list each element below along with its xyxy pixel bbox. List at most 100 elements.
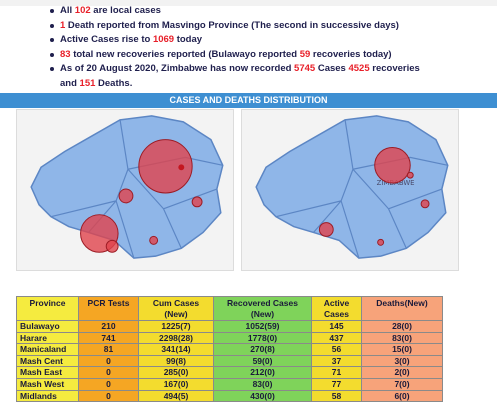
cell-province: Mash East [16,366,79,379]
cell-province: Harare [16,331,79,345]
summary-cases-value: 5745 [294,63,316,74]
bullet-value: 102 [74,5,91,16]
harare-death-bubble [374,147,411,184]
bullet-death-reported: 1 Death reported from Masvingo Province … [50,19,470,34]
summary-text: and [60,77,80,89]
cell-province: Bulawayo [16,320,79,333]
cell-act: 77 [311,377,362,391]
update-bullet-list: All 102 are local cases 1 Death reported… [50,4,470,91]
summary-text: Deaths. [95,77,133,89]
cell-rec: 59(0) [213,354,312,368]
bullet-summary-continued: and 151 Deaths. [50,77,470,92]
harare-point [178,164,185,171]
summary-deaths-value: 151 [79,77,96,89]
provincial-summary-table: Province PCR Tests Cum Cases (New) Recov… [16,296,443,403]
header-active-cases: Active Cases [311,296,362,321]
cell-pcr: 741 [78,331,139,345]
cell-pcr: 0 [78,389,139,403]
bullet-text: total new recoveries reported (Bulawayo … [70,48,300,60]
bullet-value: 59 [299,48,311,60]
cell-deaths: 15(0) [361,343,443,356]
cell-deaths: 3(0) [361,354,443,368]
map-section-band [0,93,497,108]
header-recovered-cases: Recovered Cases (New) [213,296,312,321]
provincial-table-wrap: Province PCR Tests Cum Cases (New) Recov… [16,296,443,403]
province-borders [275,119,448,259]
bullet-value: 83 [60,48,71,60]
cell-province: Mash West [16,377,79,391]
cell-cum: 341(14) [138,343,214,356]
midlands-bubble [118,188,134,204]
table-row: Mash West 0 167(0) 83(0) 77 7(0) [16,377,443,391]
cell-deaths: 28(0) [361,320,443,333]
cell-deaths: 2(0) [361,366,443,379]
bullet-text: recoveries today) [310,48,392,60]
header-province: Province [16,296,79,321]
cell-act: 145 [311,320,362,333]
bullet-local-cases: All 102 are local cases [50,4,470,19]
table-row: Midlands 0 494(5) 430(0) 58 6(0) [16,389,443,403]
cell-rec: 1778(0) [213,331,312,345]
table-header-row: Province PCR Tests Cum Cases (New) Recov… [16,296,443,321]
masvingo-death-bubble [377,238,385,246]
mash-east-death-bubble [406,171,414,179]
cases-map-svg [17,110,233,270]
deaths-map-svg: ZIMBABWE [242,110,458,270]
cell-pcr: 0 [78,366,139,379]
summary-text: Cases [315,63,349,74]
table-row: Bulawayo 210 1225(7) 1052(59) 145 28(0) [16,320,443,333]
bullet-active-cases: Active Cases rise to 1069 today [50,33,470,48]
cell-province: Manicaland [16,343,79,356]
bullet-text: Death reported from Masvingo Province (T… [65,19,399,31]
deaths-map: ZIMBABWE [241,109,459,271]
cell-cum: 285(0) [138,366,214,379]
header-deaths: Deaths(New) [361,296,443,321]
cell-deaths: 6(0) [361,389,443,403]
map-section-title: CASES AND DEATHS DISTRIBUTION [169,95,328,105]
cell-act: 437 [311,331,362,345]
bullet-text: today [174,34,203,45]
harare-bubble [138,139,193,194]
cases-map [16,109,234,271]
cell-deaths: 83(0) [361,331,443,345]
cell-rec: 212(0) [213,366,312,379]
summary-text: recoveries [369,63,420,74]
table-row: Manicaland 81 341(14) 270(8) 56 15(0) [16,343,443,356]
cell-act: 56 [311,343,362,356]
header-cum-cases: Cum Cases (New) [138,296,214,321]
table-row: Mash Cent 0 99(8) 59(0) 37 3(0) [16,354,443,368]
bullet-text: Active Cases rise to [60,34,153,45]
bullet-value: 1069 [152,34,175,45]
cell-cum: 494(5) [138,389,214,403]
table-row: Mash East 0 285(0) 212(0) 71 2(0) [16,366,443,379]
manicaland-bubble [191,196,203,208]
cell-deaths: 7(0) [361,377,443,391]
cell-rec: 1052(59) [213,320,312,333]
cell-cum: 2298(28) [138,331,214,345]
page-top-edge [0,0,497,6]
cell-act: 71 [311,366,362,379]
bullet-value: 1 [60,19,66,31]
mat-south-bubble [105,239,119,253]
cell-pcr: 0 [78,354,139,368]
cell-rec: 430(0) [213,389,312,403]
table-row: Harare 741 2298(28) 1778(0) 437 83(0) [16,331,443,345]
cell-act: 58 [311,389,362,403]
cell-province: Mash Cent [16,354,79,368]
cell-act: 37 [311,354,362,368]
cell-cum: 99(8) [138,354,214,368]
cell-cum: 167(0) [138,377,214,391]
bulawayo-death-bubble [318,222,334,237]
cell-cum: 1225(7) [138,320,214,333]
bullet-summary: As of 20 August 2020, Zimbabwe has now r… [50,62,470,77]
cell-pcr: 81 [78,343,139,356]
summary-recoveries-value: 4525 [348,63,370,74]
cell-pcr: 0 [78,377,139,391]
manicaland-death-bubble [420,199,430,209]
bullet-recoveries: 83 total new recoveries reported (Bulawa… [50,48,470,63]
cell-rec: 83(0) [213,377,312,391]
header-pcr-tests: PCR Tests [78,296,139,321]
cell-province: Midlands [16,389,79,403]
masvingo-bubble [149,235,159,245]
cell-pcr: 210 [78,320,139,333]
